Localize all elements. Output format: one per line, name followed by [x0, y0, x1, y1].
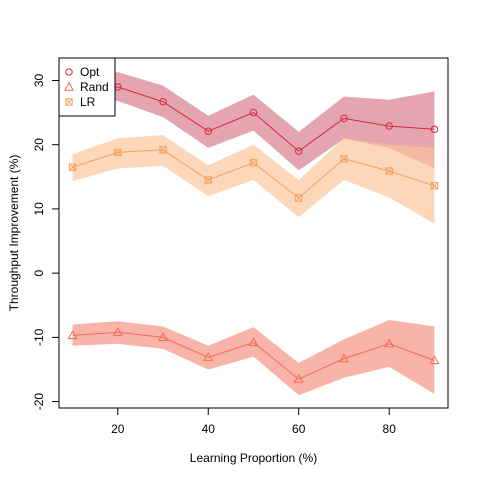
- point-lr-90: [430, 182, 439, 190]
- point-rand-50: [248, 337, 259, 347]
- point-rand-80: [384, 338, 395, 348]
- point-lr-30-cross-b: [159, 146, 167, 154]
- band-rand: [72, 320, 435, 396]
- point-lr-80-box: [385, 167, 393, 175]
- legend-marker-rand: [63, 81, 75, 91]
- point-lr-30: [159, 146, 167, 154]
- legend-marker-opt: [65, 68, 73, 76]
- point-rand-90: [429, 355, 440, 365]
- point-lr-20-cross-b: [114, 148, 122, 156]
- point-rand-70: [338, 353, 350, 363]
- point-lr-70: [340, 155, 348, 163]
- point-lr-40-box: [204, 176, 212, 184]
- line-opt: [72, 86, 435, 152]
- y-axis: -20 -10 0 10 20 30: [32, 73, 60, 411]
- point-lr-20-box: [114, 148, 122, 157]
- point-lr-10-box: [68, 163, 77, 171]
- x-tick-label-20: 20: [111, 422, 125, 436]
- band-opt: [72, 72, 435, 171]
- point-lr-40: [204, 176, 212, 184]
- point-rand-30: [157, 332, 169, 342]
- point-lr-50-cross-b: [249, 159, 258, 167]
- confidence-bands: [72, 72, 435, 396]
- point-opt-70: [340, 114, 348, 123]
- point-lr-10: [68, 163, 77, 171]
- point-lr-40-cross-b: [204, 176, 212, 184]
- point-opt-50: [249, 108, 258, 117]
- point-lr-60-box: [295, 194, 303, 202]
- x-tick-label-40: 40: [202, 422, 216, 436]
- x-tick-label-60: 60: [292, 422, 306, 436]
- y-axis-label: Throughput Improvement (%): [7, 155, 21, 312]
- y-tick-label-30: 30: [32, 73, 46, 87]
- point-rand-40: [203, 352, 214, 361]
- legend-label-opt: Opt: [80, 65, 100, 79]
- point-lr-80-cross-b: [385, 167, 393, 175]
- point-lr-10-cross-b: [69, 163, 77, 171]
- point-rand-60: [293, 373, 304, 383]
- legend-label-rand: Rand: [80, 80, 109, 94]
- y-tick-label-10: 10: [32, 202, 46, 216]
- point-opt-60: [295, 147, 303, 155]
- legend-marker-lr-cross-b: [65, 98, 73, 106]
- point-lr-60: [295, 194, 303, 202]
- point-opt-80: [385, 122, 393, 130]
- band-lr: [72, 135, 435, 224]
- y-tick-label--10: -10: [32, 328, 46, 346]
- point-lr-90-cross-b: [430, 182, 438, 190]
- legend-box: [58, 57, 116, 117]
- point-opt-30: [159, 97, 167, 106]
- point-lr-20: [114, 148, 122, 157]
- x-axis-label: Learning Proportion (%): [190, 451, 317, 465]
- point-opt-90: [430, 125, 439, 133]
- point-lr-50: [249, 158, 258, 167]
- point-opt-40: [204, 127, 212, 135]
- point-lr-30-box: [159, 146, 167, 154]
- legend-label-lr: LR: [80, 95, 96, 109]
- legend-marker-lr: [65, 98, 73, 106]
- x-axis: 20 40 60 80: [111, 407, 397, 436]
- point-lr-90-box: [430, 182, 439, 190]
- legend-marker-lr-box: [65, 98, 73, 106]
- x-tick-label-80: 80: [383, 422, 397, 436]
- series-markers: [67, 83, 440, 383]
- point-lr-70-box: [340, 155, 348, 163]
- point-lr-80: [385, 167, 393, 175]
- point-rand-20: [112, 327, 123, 336]
- line-rand: [72, 331, 435, 380]
- point-lr-70-cross-b: [340, 155, 348, 163]
- point-rand-10: [67, 330, 78, 340]
- y-tick-label-20: 20: [32, 138, 46, 152]
- point-lr-50-box: [249, 158, 258, 167]
- y-tick-label--20: -20: [32, 393, 46, 411]
- y-tick-label-0: 0: [32, 269, 46, 276]
- point-lr-60-cross-b: [295, 194, 303, 202]
